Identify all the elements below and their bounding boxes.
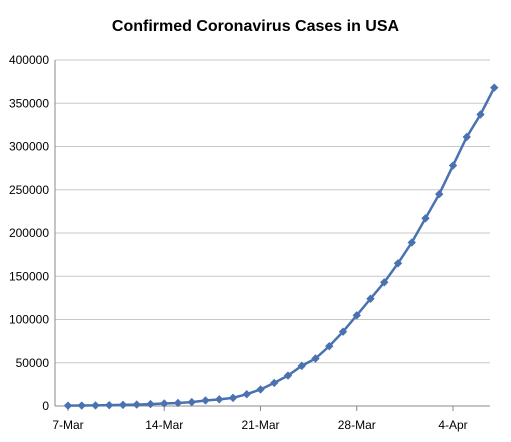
x-tick-label: 14-Mar [145, 418, 183, 432]
data-point [118, 400, 128, 410]
x-tick-label: 7-Mar [52, 418, 83, 432]
data-point [325, 341, 334, 351]
data-point [77, 401, 86, 410]
y-tick-label: 0 [42, 399, 49, 413]
y-tick-label: 400000 [9, 53, 49, 67]
y-tick-label: 350000 [9, 96, 49, 110]
data-point [352, 311, 361, 320]
data-point [283, 371, 293, 380]
data-point [448, 161, 458, 170]
chart-title: Confirmed Coronavirus Cases in USA [111, 18, 400, 35]
data-point [160, 399, 169, 408]
series-line [67, 87, 496, 407]
data-point [490, 83, 499, 92]
data-point [407, 238, 416, 247]
data-point [270, 378, 279, 388]
data-point [146, 399, 155, 409]
data-point [462, 132, 471, 142]
y-tick-label: 100000 [9, 313, 49, 327]
x-tick-label: 28-Mar [338, 418, 376, 432]
x-tick-label: 4-Apr [438, 418, 467, 432]
data-point [338, 327, 348, 336]
y-tick-label: 250000 [9, 183, 49, 197]
y-tick-label: 200000 [9, 226, 49, 240]
data-point [242, 390, 251, 399]
data-point [228, 393, 238, 403]
data-point [366, 294, 375, 303]
data-point [91, 401, 100, 410]
data-point [105, 400, 114, 410]
y-tick-label: 300000 [9, 140, 49, 154]
data-point [435, 189, 444, 199]
y-tick-label: 150000 [9, 269, 49, 283]
data-point [476, 110, 485, 119]
data-point [421, 214, 430, 223]
data-point [380, 278, 389, 287]
y-tick-label: 50000 [16, 356, 50, 370]
data-point [201, 396, 210, 405]
data-point [256, 385, 265, 394]
data-point [63, 401, 73, 410]
data-point [132, 400, 141, 409]
data-point [173, 398, 183, 408]
data-point [393, 259, 403, 268]
data-point [187, 397, 196, 407]
data-point [297, 361, 306, 371]
data-point [311, 354, 320, 363]
data-point [215, 395, 224, 404]
x-tick-label: 21-Mar [241, 418, 279, 432]
